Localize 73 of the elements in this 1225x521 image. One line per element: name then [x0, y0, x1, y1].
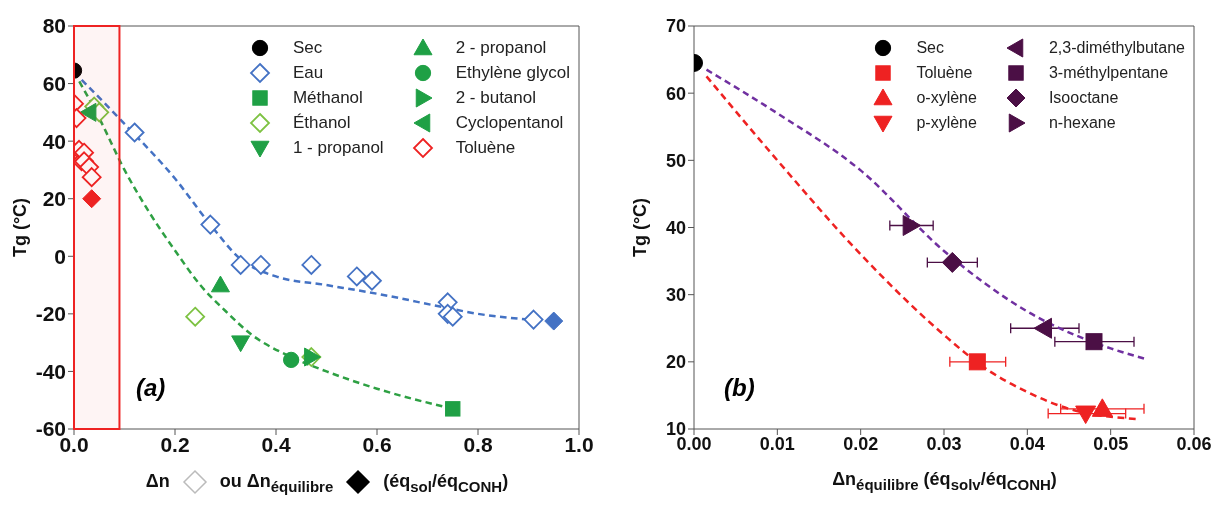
point: [79, 102, 97, 122]
x-tick-label: 0.8: [463, 432, 493, 456]
point: [283, 351, 300, 369]
point: [442, 306, 463, 327]
y-tick-label: 50: [665, 150, 686, 171]
point: [1075, 405, 1097, 425]
point: [1085, 333, 1103, 351]
x-tick-label: 1.0: [564, 432, 594, 456]
y-tick-label: 80: [42, 14, 66, 38]
point: [185, 306, 206, 327]
x-tick-label: 0.06: [1176, 433, 1212, 454]
text: Δn ou Δn$_{équilibre}$ (éq$_{sol}$/éq$_{CONH}$): [145, 470, 509, 495]
annotation: (a): [136, 374, 166, 402]
legend-label: Isooctane: [1048, 89, 1119, 107]
legend-label: Cyclopentanol: [455, 113, 564, 133]
x-tick-label: 0.2: [160, 432, 190, 456]
point: [250, 255, 271, 275]
x-tick-label: 0.01: [759, 433, 795, 454]
point: [81, 167, 102, 188]
legend-label: Toluène: [455, 138, 516, 158]
x-tick-label: 0.6: [362, 432, 392, 456]
legend-label: 2,3-diméthylbutane: [1048, 39, 1185, 57]
legend-label: Sec: [292, 38, 323, 58]
y-tick-label: -20: [35, 302, 66, 326]
x-axis-title: Δn$_{équilibre}$ (éq$_{solv}$/éq$_{CONH}$): [832, 469, 1057, 493]
y-tick-label: 0: [54, 244, 66, 268]
x-tick-label: 0.02: [843, 433, 879, 454]
x-tick-label: 0.05: [1093, 433, 1129, 454]
point: [544, 311, 564, 331]
legend-label: 3-méthylpentane: [1048, 64, 1169, 82]
y-tick-label: 60: [665, 83, 686, 104]
legend-label: Sec: [916, 39, 944, 57]
legend-label: 1 - propanol: [292, 138, 384, 158]
legend-label: Éthanol: [292, 113, 351, 133]
legend-label: p-xylène: [916, 114, 977, 132]
point: [346, 266, 367, 287]
y-tick-label: 60: [42, 72, 66, 96]
legend-label: Méthanol: [292, 88, 363, 108]
point: [82, 189, 102, 209]
legend-label: Eau: [292, 63, 324, 83]
point: [968, 353, 986, 371]
y-tick-label: 40: [665, 217, 686, 238]
point: [523, 309, 544, 330]
point: [445, 401, 461, 417]
point: [362, 270, 382, 291]
legend-label: 2 - butanol: [455, 88, 536, 108]
annotation: (b): [724, 374, 755, 402]
y-tick-label: 20: [42, 187, 66, 211]
legend-label: Toluène: [916, 64, 973, 82]
y-tick-label: 30: [665, 285, 686, 306]
y-tick-label: 40: [42, 129, 66, 153]
x-tick-label: 0.03: [926, 433, 962, 454]
y-tick-label: -40: [35, 359, 66, 383]
y-axis-title: Tg (°C): [10, 197, 31, 258]
point: [230, 255, 251, 275]
point: [124, 122, 145, 143]
point: [1033, 317, 1052, 339]
point: [301, 255, 322, 275]
point: [902, 214, 922, 236]
legend-label: Ethylène glycol: [455, 63, 570, 83]
point: [200, 214, 221, 235]
point: [210, 275, 230, 293]
legend-label: 2 - propanol: [455, 38, 547, 58]
legend-label: n-hexane: [1048, 114, 1116, 132]
y-axis-title: Tg (°C): [630, 197, 651, 258]
x-tick-label: 0.4: [261, 432, 291, 456]
y-tick-label: 20: [665, 352, 686, 373]
point: [231, 335, 251, 353]
y-tick-label: 70: [665, 16, 686, 37]
legend-label: o-xylène: [916, 89, 977, 107]
point: [1091, 398, 1113, 417]
point: [941, 251, 963, 273]
x-tick-label: 0.04: [1009, 433, 1045, 454]
